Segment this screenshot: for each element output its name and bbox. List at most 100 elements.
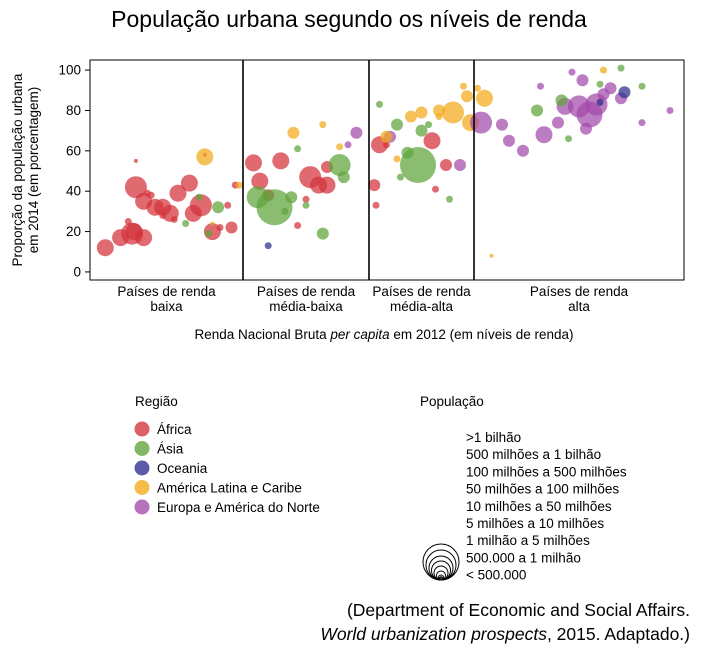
- legend-swatch-latam: [134, 480, 150, 495]
- data-point-africa: [135, 192, 153, 210]
- population-legend: População >1 bilhão 500 milhões a 1 bilhã…: [420, 394, 627, 583]
- y-tick-label: 80: [66, 103, 81, 118]
- data-point-asia: [376, 100, 383, 108]
- data-point-latam: [600, 66, 607, 74]
- group-label-alta: Países de renda: [530, 284, 629, 299]
- group-label-baixa: Países de renda: [117, 284, 216, 299]
- data-point-asia: [212, 201, 225, 214]
- source-line-1: (Department of Economic and Social Affai…: [346, 600, 690, 620]
- data-point-africa: [383, 141, 390, 149]
- data-point-africa: [180, 174, 198, 192]
- data-point-latam: [415, 106, 428, 119]
- population-legend-label: 5 milhões a 10 milhões: [466, 516, 604, 531]
- legend-swatch-europa: [134, 499, 150, 515]
- data-point-africa: [294, 222, 302, 229]
- population-legend-label: 100 milhões a 500 milhões: [466, 464, 627, 479]
- data-point-asia: [401, 146, 414, 159]
- population-legend-label: 10 milhões a 50 milhões: [466, 499, 612, 514]
- data-point-asia: [328, 154, 351, 176]
- data-point-asia: [302, 201, 310, 209]
- data-point-asia: [638, 82, 646, 90]
- data-point-europa: [470, 111, 492, 134]
- data-point-africa: [440, 159, 452, 171]
- group-label-media-baixa: média-baixa: [269, 299, 343, 314]
- data-point-asia: [617, 64, 625, 72]
- data-point-europa: [580, 122, 592, 135]
- chart: População urbana segundo os níveis de re…: [10, 6, 685, 583]
- y-tick-label: 20: [66, 224, 81, 239]
- data-point-africa: [96, 239, 114, 257]
- group-label-alta: alta: [568, 299, 590, 314]
- legend-swatch-oceania: [134, 460, 150, 476]
- data-point-latam: [435, 113, 443, 120]
- data-point-africa: [124, 218, 132, 225]
- population-legend-label: 500 milhões a 1 bilhão: [466, 447, 601, 462]
- data-point-oceania: [618, 86, 631, 99]
- data-point-africa: [159, 211, 167, 219]
- y-axis-label-line: Proporção da população urbana: [10, 73, 25, 266]
- group-label-media-alta: Países de renda: [372, 284, 471, 299]
- data-point-latam: [442, 101, 464, 124]
- data-point-asia: [316, 227, 329, 240]
- legend-label-latam: América Latina e Caribe: [157, 481, 302, 496]
- data-point-europa: [517, 144, 529, 157]
- source-publication-rest: , 2015. Adaptado.): [546, 624, 690, 644]
- legend-label-africa: África: [157, 422, 192, 437]
- y-axis-label-line: em 2014 (em porcentagem): [26, 87, 41, 254]
- data-point-europa: [503, 134, 515, 147]
- population-legend-title: População: [420, 394, 484, 409]
- data-point-africa: [169, 184, 187, 202]
- data-point-asia: [555, 94, 568, 107]
- data-point-africa: [135, 229, 153, 247]
- legend-label-oceania: Oceania: [157, 461, 208, 476]
- data-point-africa: [216, 224, 224, 231]
- data-point-europa: [535, 126, 553, 144]
- data-point-latam: [489, 253, 494, 258]
- data-point-europa: [604, 82, 617, 95]
- data-point-africa: [318, 176, 336, 194]
- data-point-asia: [205, 230, 213, 238]
- data-point-africa: [372, 201, 380, 209]
- data-point-latam: [476, 89, 493, 107]
- y-axis-label: Proporção da população urbana em 2014 (em…: [10, 73, 41, 266]
- data-point-latam: [474, 84, 481, 92]
- data-point-europa: [552, 116, 564, 129]
- data-point-latam: [460, 82, 467, 90]
- data-point-europa: [638, 119, 646, 127]
- data-point-africa: [432, 185, 439, 193]
- data-point-latam: [319, 121, 327, 129]
- chart-title: População urbana segundo os níveis de re…: [111, 6, 587, 32]
- legend-swatch-asia: [134, 441, 150, 456]
- legend-label-europa: Europa e América do Norte: [157, 500, 320, 515]
- data-point-africa: [225, 221, 238, 234]
- data-point-europa: [568, 68, 576, 76]
- data-point-asia: [596, 80, 604, 88]
- y-tick-label: 60: [66, 143, 81, 158]
- y-axis-ticks: 0 20 40 60 80 100: [58, 63, 90, 279]
- region-legend: Região África Ásia Oceania América Latina e…: [134, 394, 320, 515]
- y-tick-label: 40: [66, 184, 81, 199]
- data-point-latam: [405, 110, 417, 123]
- data-point-africa: [245, 154, 262, 172]
- data-point-africa: [423, 132, 441, 150]
- data-point-asia: [285, 191, 298, 204]
- data-point-latam: [380, 130, 393, 143]
- x-axis-label: Renda Nacional Bruta per capita em 2012 …: [195, 327, 574, 342]
- data-point-latam: [196, 148, 214, 166]
- data-point-latam: [287, 126, 300, 139]
- data-point-latam: [210, 221, 215, 226]
- data-point-africa: [251, 172, 269, 190]
- data-point-asia: [415, 124, 428, 137]
- data-point-asia: [256, 189, 293, 226]
- data-point-asia: [337, 171, 350, 184]
- data-point-africa: [133, 158, 138, 163]
- legend-swatch-africa: [134, 421, 150, 437]
- y-tick-label: 0: [73, 264, 81, 279]
- data-point-africa: [124, 176, 147, 199]
- data-point-asia: [294, 145, 302, 153]
- data-point-asia: [446, 195, 453, 203]
- data-point-asia: [531, 104, 543, 117]
- y-tick-label: 100: [58, 63, 81, 78]
- data-point-asia: [182, 220, 190, 227]
- data-point-africa: [189, 194, 212, 217]
